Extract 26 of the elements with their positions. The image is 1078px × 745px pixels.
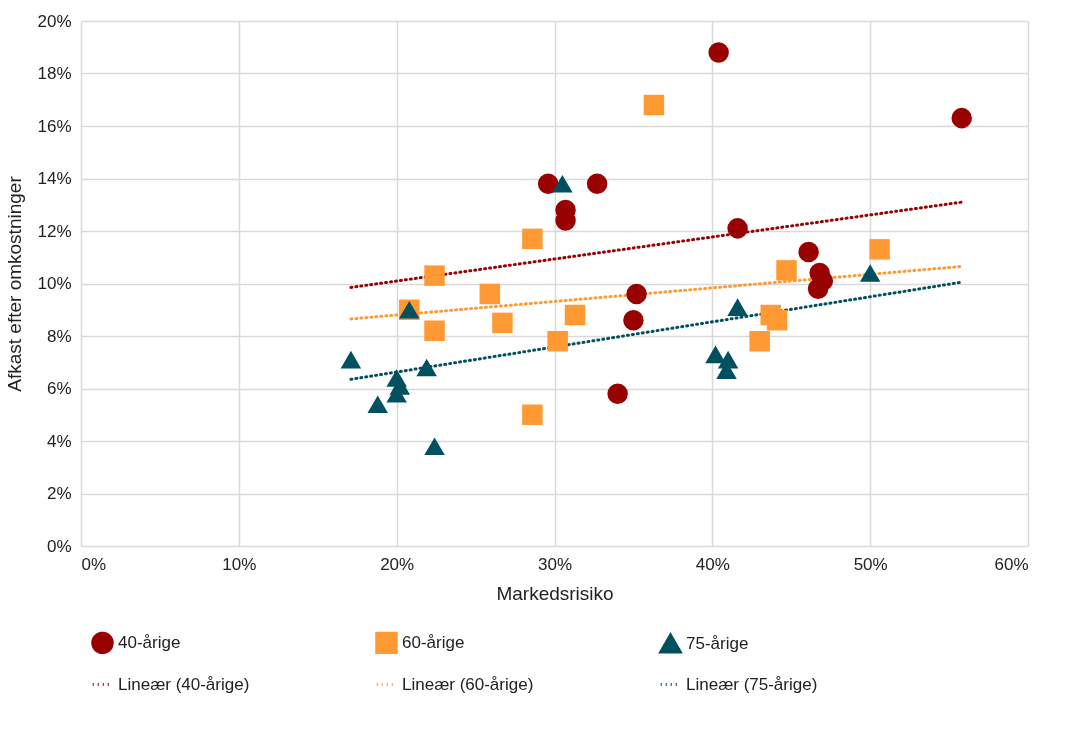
legend-label: 75-årige [686, 633, 749, 653]
y-tick-label: 8% [46, 326, 72, 346]
x-tick-label: 60% [994, 554, 1029, 574]
legend-label: Lineær (60-årige) [402, 674, 534, 694]
y-axis-title: Afkast efter omkostninger [4, 175, 26, 392]
y-tick-label: 18% [37, 64, 72, 83]
x-tick-label: 0% [81, 554, 107, 574]
x-axis-title: Markedsrisiko [496, 582, 614, 604]
legend-label: 60-årige [402, 632, 465, 652]
legend-label: Lineær (40-årige) [118, 674, 250, 694]
y-tick-label: 2% [46, 484, 72, 503]
y-tick-label: 16% [37, 116, 72, 136]
x-tick-label: 50% [853, 554, 888, 574]
legend-label: 40-årige [118, 632, 181, 652]
y-tick-label: 10% [37, 274, 72, 293]
y-tick-label: 6% [46, 379, 72, 398]
x-tick-label: 40% [695, 554, 730, 574]
y-tick-label: 14% [37, 169, 72, 188]
y-tick-label: 0% [46, 536, 72, 556]
x-tick-label: 10% [222, 554, 257, 574]
x-tick-label: 20% [380, 554, 415, 574]
x-tick-label: 30% [537, 554, 573, 574]
y-tick-label: 4% [46, 431, 72, 451]
y-tick-label: 12% [37, 221, 72, 241]
legend-label: Lineær (75-årige) [686, 674, 818, 694]
y-tick-label: 20% [37, 11, 72, 31]
